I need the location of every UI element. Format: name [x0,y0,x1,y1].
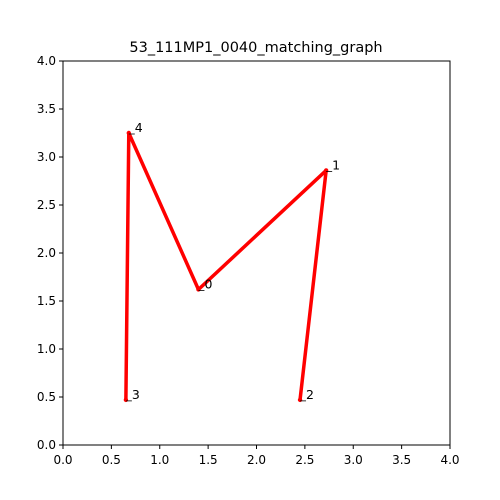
graph-edge [298,168,328,402]
y-tick-label: 3.5 [37,102,56,116]
graph-node [126,130,131,136]
graph-edge [124,131,131,402]
y-tick-label: 1.5 [37,294,56,308]
node-label: 3 [132,387,140,402]
chart-title: 53_111MP1_0040_matching_graph [129,40,382,56]
graph-node [196,287,201,292]
y-tick-label: 2.0 [37,246,56,260]
x-tick-label: 1.0 [150,453,169,467]
x-tick-label: 3.5 [392,453,411,467]
node-label: 4 [135,120,143,135]
x-axis: 0.0 0.5 1.0 1.5 2.0 2.5 3.0 3.5 4.0 [53,445,460,467]
graph-edges [124,131,328,402]
x-tick-label: 1.5 [199,453,218,467]
graph-edge [127,131,201,292]
y-tick-label: 1.0 [37,342,56,356]
y-axis: 0.0 0.5 1.0 1.5 2.0 2.5 3.0 3.5 4.0 [37,54,63,452]
y-tick-label: 0.0 [37,438,56,452]
node-label: 1 [332,157,340,172]
y-tick-label: 4.0 [37,54,56,68]
graph-nodes: 0 1 2 3 4 [123,120,340,403]
y-tick-label: 0.5 [37,390,56,404]
graph-node [297,397,303,403]
x-tick-label: 0.0 [53,453,72,467]
graph-node [123,397,129,403]
y-tick-label: 2.5 [37,198,56,212]
graph-edge [196,168,328,292]
x-tick-label: 2.0 [247,453,266,467]
x-tick-label: 2.5 [295,453,314,467]
x-tick-label: 3.0 [344,453,363,467]
plot-area [62,60,451,446]
node-label: 2 [306,387,314,402]
graph-node [323,168,329,173]
x-tick-label: 4.0 [440,453,459,467]
x-tick-label: 0.5 [102,453,121,467]
node-label: 0 [204,276,212,291]
y-tick-label: 3.0 [37,150,56,164]
